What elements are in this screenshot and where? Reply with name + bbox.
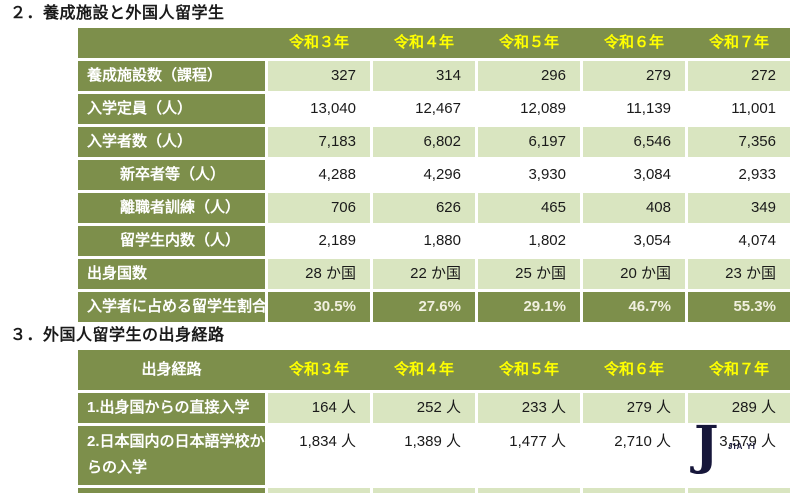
value-cell: 3,579 人 (688, 426, 790, 482)
value-cell (583, 488, 685, 493)
value-cell: 11,001 (688, 94, 790, 124)
value-cell: 1,802 (478, 226, 580, 256)
row-label: 入学者に占める留学生割合 (78, 292, 265, 322)
value-cell: 279 人 (583, 393, 685, 423)
value-cell: 6,802 (373, 127, 475, 157)
row-label: 入学者数（人） (78, 127, 265, 157)
training-facilities-table: 令和３年 令和４年 令和５年 令和６年 令和７年 養成施設数（課程） 327 314 296 27… (78, 28, 790, 322)
value-cell: 1,834 人 (268, 426, 370, 482)
value-cell (268, 488, 370, 493)
value-cell: 3,930 (478, 160, 580, 190)
table-row: 1.出身国からの直接入学 164 人 252 人 233 人 279 人 289 人 (78, 393, 790, 423)
corner-header-cell (78, 28, 265, 58)
value-cell: 29.1% (478, 292, 580, 322)
table-row: 2.日本国内の日本語学校からの入学 1,834 人 1,389 人 1,477 人 2,… (78, 426, 790, 485)
value-cell: 279 (583, 61, 685, 91)
table-row: 入学定員（人） 13,040 12,467 12,089 11,139 11,001 (78, 94, 790, 124)
year-header-cell: 令和６年 (603, 34, 664, 51)
row-label (78, 488, 265, 493)
value-cell: 465 (478, 193, 580, 223)
value-cell: 252 人 (373, 393, 475, 423)
value-cell: 22 か国 (373, 259, 475, 289)
section1-title: ２．養成施設と外国人留学生 (10, 5, 225, 22)
row-label: 留学生内数（人） (78, 226, 265, 256)
value-cell: 7,183 (268, 127, 370, 157)
value-cell: 23 か国 (688, 259, 790, 289)
value-cell: 164 人 (268, 393, 370, 423)
value-cell: 55.3% (688, 292, 790, 322)
year-header-cell: 令和５年 (498, 361, 559, 378)
value-cell: 20 か国 (583, 259, 685, 289)
year-header-cell: 令和５年 (498, 34, 559, 51)
year-header-cell: 令和７年 (708, 361, 769, 378)
value-cell: 296 (478, 61, 580, 91)
value-cell: 6,197 (478, 127, 580, 157)
value-cell: 7,356 (688, 127, 790, 157)
value-cell: 12,089 (478, 94, 580, 124)
table-row: 離職者訓練（人） 706 626 465 408 349 (78, 193, 790, 223)
table-row: 新卒者等（人） 4,288 4,296 3,930 3,084 2,933 (78, 160, 790, 190)
row-label: 養成施設数（課程） (78, 61, 265, 91)
table-row: 入学者に占める留学生割合 30.5% 27.6% 29.1% 46.7% 55.3% (78, 292, 790, 322)
row-label: 1.出身国からの直接入学 (78, 393, 265, 423)
value-cell: 27.6% (373, 292, 475, 322)
value-cell: 46.7% (583, 292, 685, 322)
value-cell: 11,139 (583, 94, 685, 124)
value-cell: 4,288 (268, 160, 370, 190)
value-cell: 626 (373, 193, 475, 223)
value-cell: 349 (688, 193, 790, 223)
value-cell: 272 (688, 61, 790, 91)
year-header-cell: 令和４年 (393, 361, 454, 378)
value-cell: 25 か国 (478, 259, 580, 289)
value-cell: 28 か国 (268, 259, 370, 289)
value-cell: 408 (583, 193, 685, 223)
section2-title: ３．外国人留学生の出身経路 (10, 327, 225, 344)
year-header-cell: 令和３年 (288, 34, 349, 51)
value-cell: 1,880 (373, 226, 475, 256)
value-cell: 233 人 (478, 393, 580, 423)
table-header-row: 出身経路 令和３年 令和４年 令和５年 令和６年 令和７年 (78, 350, 790, 390)
value-cell: 706 (268, 193, 370, 223)
value-cell: 4,296 (373, 160, 475, 190)
value-cell (688, 488, 790, 493)
origin-route-table: 出身経路 令和３年 令和４年 令和５年 令和６年 令和７年 1.出身国からの直接入学 164 … (78, 350, 790, 493)
year-header-cell: 令和４年 (393, 34, 454, 51)
value-cell: 30.5% (268, 292, 370, 322)
table-row: 留学生内数（人） 2,189 1,880 1,802 3,054 4,074 (78, 226, 790, 256)
cutoff-row (78, 488, 790, 493)
value-cell: 1,389 人 (373, 426, 475, 482)
value-cell (478, 488, 580, 493)
year-header-cell: 令和３年 (288, 361, 349, 378)
value-cell: 1,477 人 (478, 426, 580, 482)
value-cell: 3,054 (583, 226, 685, 256)
row-label: 離職者訓練（人） (78, 193, 265, 223)
row-label: 2.日本国内の日本語学校からの入学 (78, 426, 265, 485)
row-label: 出身国数 (78, 259, 265, 289)
value-cell: 4,074 (688, 226, 790, 256)
value-cell: 2,933 (688, 160, 790, 190)
value-cell: 2,710 人 (583, 426, 685, 482)
row-label: 新卒者等（人） (78, 160, 265, 190)
corner-header-cell: 出身経路 (141, 361, 202, 378)
value-cell: 6,546 (583, 127, 685, 157)
value-cell: 2,189 (268, 226, 370, 256)
table-header-row: 令和３年 令和４年 令和５年 令和６年 令和７年 (78, 28, 790, 58)
value-cell: 289 人 (688, 393, 790, 423)
year-header-cell: 令和７年 (708, 34, 769, 51)
row-label: 入学定員（人） (78, 94, 265, 124)
value-cell (373, 488, 475, 493)
table-row: 入学者数（人） 7,183 6,802 6,197 6,546 7,356 (78, 127, 790, 157)
value-cell: 13,040 (268, 94, 370, 124)
table-row: 養成施設数（課程） 327 314 296 279 272 (78, 61, 790, 91)
year-header-cell: 令和６年 (603, 361, 664, 378)
value-cell: 327 (268, 61, 370, 91)
value-cell: 314 (373, 61, 475, 91)
table-row: 出身国数 28 か国 22 か国 25 か国 20 か国 23 か国 (78, 259, 790, 289)
value-cell: 12,467 (373, 94, 475, 124)
value-cell: 3,084 (583, 160, 685, 190)
